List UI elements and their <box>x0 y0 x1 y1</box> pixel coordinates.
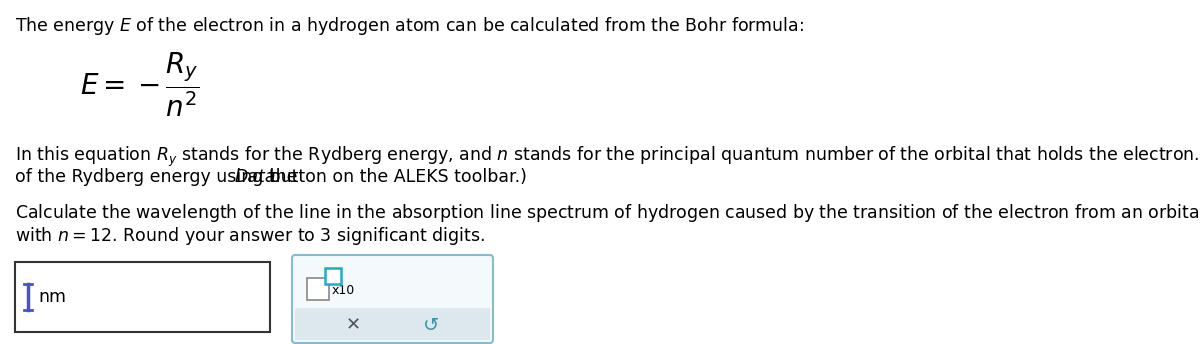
FancyBboxPatch shape <box>292 255 493 343</box>
Text: The energy $E$ of the electron in a hydrogen atom can be calculated from the Boh: The energy $E$ of the electron in a hydr… <box>14 15 804 37</box>
Text: of the Rydberg energy using the: of the Rydberg energy using the <box>14 168 302 186</box>
Text: ✕: ✕ <box>346 316 361 334</box>
FancyBboxPatch shape <box>295 308 490 340</box>
Text: ↺: ↺ <box>424 315 439 334</box>
Text: x10: x10 <box>332 284 355 298</box>
Bar <box>14 262 270 332</box>
Text: button on the ALEKS toolbar.): button on the ALEKS toolbar.) <box>264 168 527 186</box>
Text: Calculate the wavelength of the line in the absorption line spectrum of hydrogen: Calculate the wavelength of the line in … <box>14 202 1200 224</box>
Text: with $n=12$. Round your answer to $3$ significant digits.: with $n=12$. Round your answer to $3$ si… <box>14 225 485 247</box>
Text: In this equation $R_y$ stands for the Rydberg energy, and $n$ stands for the pri: In this equation $R_y$ stands for the Ry… <box>14 145 1200 169</box>
Text: $E = -\dfrac{R_y}{n^2}$: $E = -\dfrac{R_y}{n^2}$ <box>80 50 199 119</box>
Bar <box>325 268 341 284</box>
Text: Data: Data <box>234 168 276 186</box>
Bar <box>307 278 329 300</box>
Text: nm: nm <box>38 288 66 306</box>
